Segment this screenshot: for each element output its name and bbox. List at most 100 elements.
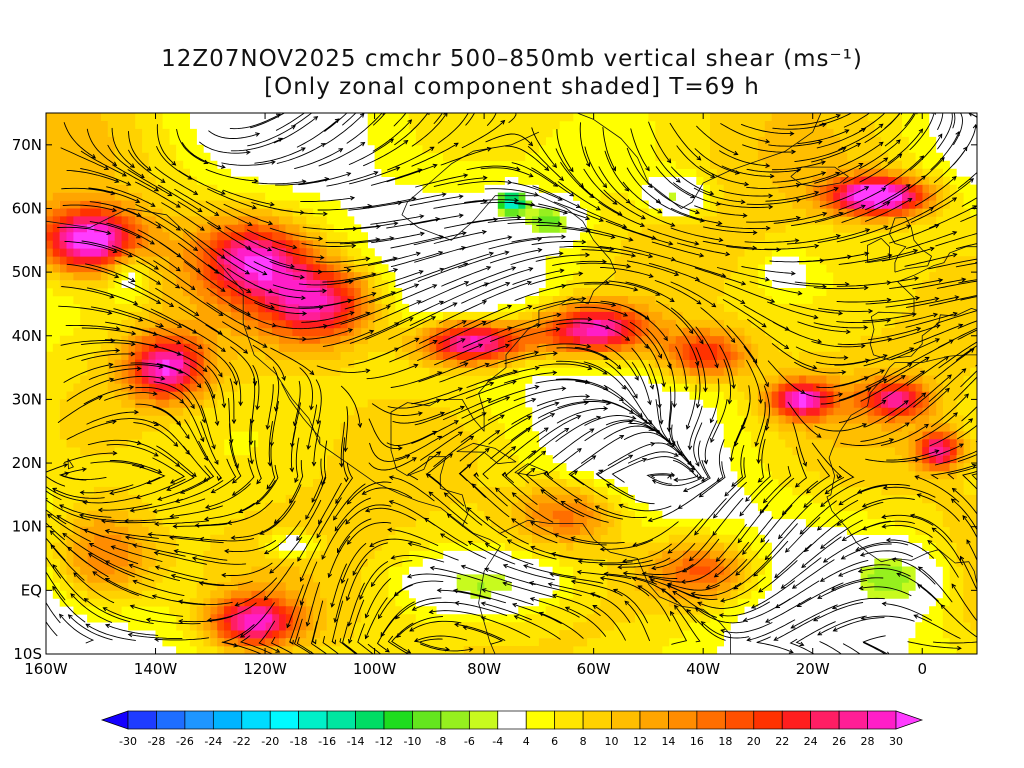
lat-tick-label: EQ [21,581,42,599]
colorbar-swatch [554,710,584,730]
coast-baja [281,383,321,444]
shear-shading [46,113,977,654]
colorbar-swatch [298,710,328,730]
colorbar-label: 28 [861,735,875,748]
coast-greenland [576,113,822,209]
colorbar-label: 30 [889,735,903,748]
colorbar-swatch [412,710,442,730]
colorbar-label: -16 [318,735,336,748]
colorbar-label: 20 [747,735,761,748]
lat-tick-label: 10N [12,518,42,536]
coastlines [46,113,977,654]
colorbar-label: 4 [523,735,530,748]
colorbar-label: 26 [832,735,846,748]
colorbar-label: 18 [718,735,732,748]
lon-tick-label: 80W [467,660,501,678]
colorbar-label: -26 [176,735,194,748]
colorbar-swatch [696,710,726,730]
colorbar-label: -24 [204,735,222,748]
shading-band [46,113,977,654]
shading-band [504,200,519,209]
shading-band [46,113,971,654]
colorbar-swatch [156,710,186,730]
coast-hawaii [67,458,74,470]
colorbar-label: -14 [347,735,365,748]
streamline-paths [46,113,977,654]
colorbar-label: -6 [464,735,475,748]
lon-tick-label: 20W [796,660,830,678]
coast-iceland [790,166,849,188]
colorbar-label: -18 [290,735,308,748]
shading-band [46,113,977,654]
colorbar-label: -22 [233,735,251,748]
colorbar-swatch [867,710,897,730]
colorbar-swatch [582,710,612,730]
streamlines [46,113,977,654]
axis-ticks: 160W 140W 120W 100W 80W 60W 40W 20W 0 70N 60N 50N 40… [12,113,977,678]
colorbar-label: 24 [804,735,818,748]
colorbar-max-triangle [895,710,924,730]
shading-band [46,113,977,654]
colorbar-label: 10 [605,735,619,748]
colorbar-swatch [326,710,356,730]
colorbar-swatch [241,710,271,730]
colorbar-label: 14 [661,735,675,748]
lon-tick-label: 0 [917,660,927,678]
lat-tick-label: 50N [12,263,42,281]
colorbar-swatch [639,710,669,730]
lon-tick-label: 60W [577,660,611,678]
colorbar-label: 6 [551,735,558,748]
streamline-arrowheads [46,113,977,654]
lon-tick-label: 120W [243,660,287,678]
shading-band [46,168,964,654]
colorbar-swatch [468,710,499,730]
colorbar-swatch [838,710,868,730]
colorbar-swatch [355,710,385,730]
colorbar-swatch [383,710,413,730]
lon-tick-label: 160W [24,660,68,678]
chart-title: 12Z07NOV2025 cmchr 500–850mb vertical sh… [161,46,863,72]
colorbar-swatch [212,710,243,730]
shading-band [497,200,505,209]
coast-north-america [46,208,501,547]
colorbar-label: -12 [375,735,393,748]
colorbar-label: -30 [119,735,137,748]
colorbar-label: 12 [633,735,647,748]
colorbar-swatch [810,710,840,730]
colorbar-swatch [668,710,698,730]
colorbar-swatch [753,710,783,730]
colorbar-label: -28 [147,735,165,748]
lat-tick-label: 30N [12,390,42,408]
coast-europe [869,246,977,361]
chart-subtitle: [Only zonal component shaded] T=69 h [264,74,760,100]
colorbar-label: -20 [261,735,279,748]
colorbar-swatch [781,710,812,730]
colorbar-swatch [497,710,527,730]
colorbar-swatch [525,710,556,730]
colorbar-label: -8 [435,735,446,748]
coast-uk [889,217,932,273]
colorbar-label: 8 [580,735,587,748]
lat-tick-label: 10S [13,645,42,663]
colorbar-swatch [611,710,641,730]
map-frame [45,112,978,655]
shading-band [497,192,560,225]
coast-gulf-mexico [390,424,469,527]
coast-north-america-east [390,131,616,432]
lat-tick-label: 70N [12,136,42,154]
coast-ireland [867,238,890,263]
colorbar-label: -10 [403,735,421,748]
lat-tick-label: 60N [12,199,42,217]
lon-tick-label: 40W [686,660,720,678]
lat-tick-label: 40N [12,327,42,345]
colorbar-label: 16 [690,735,704,748]
map-area [46,113,977,654]
colorbar-label: 22 [775,735,789,748]
colorbar-label: -4 [492,735,503,748]
colorbar-swatch [184,710,214,730]
coast-south-america [478,545,501,654]
colorbar: -30 -28 -26 -24 -22 -20 -18 -16 -14 -12 -10 -8 -6 -4 4… [100,710,924,748]
lon-tick-label: 140W [134,660,178,678]
coast-africa [826,354,977,585]
